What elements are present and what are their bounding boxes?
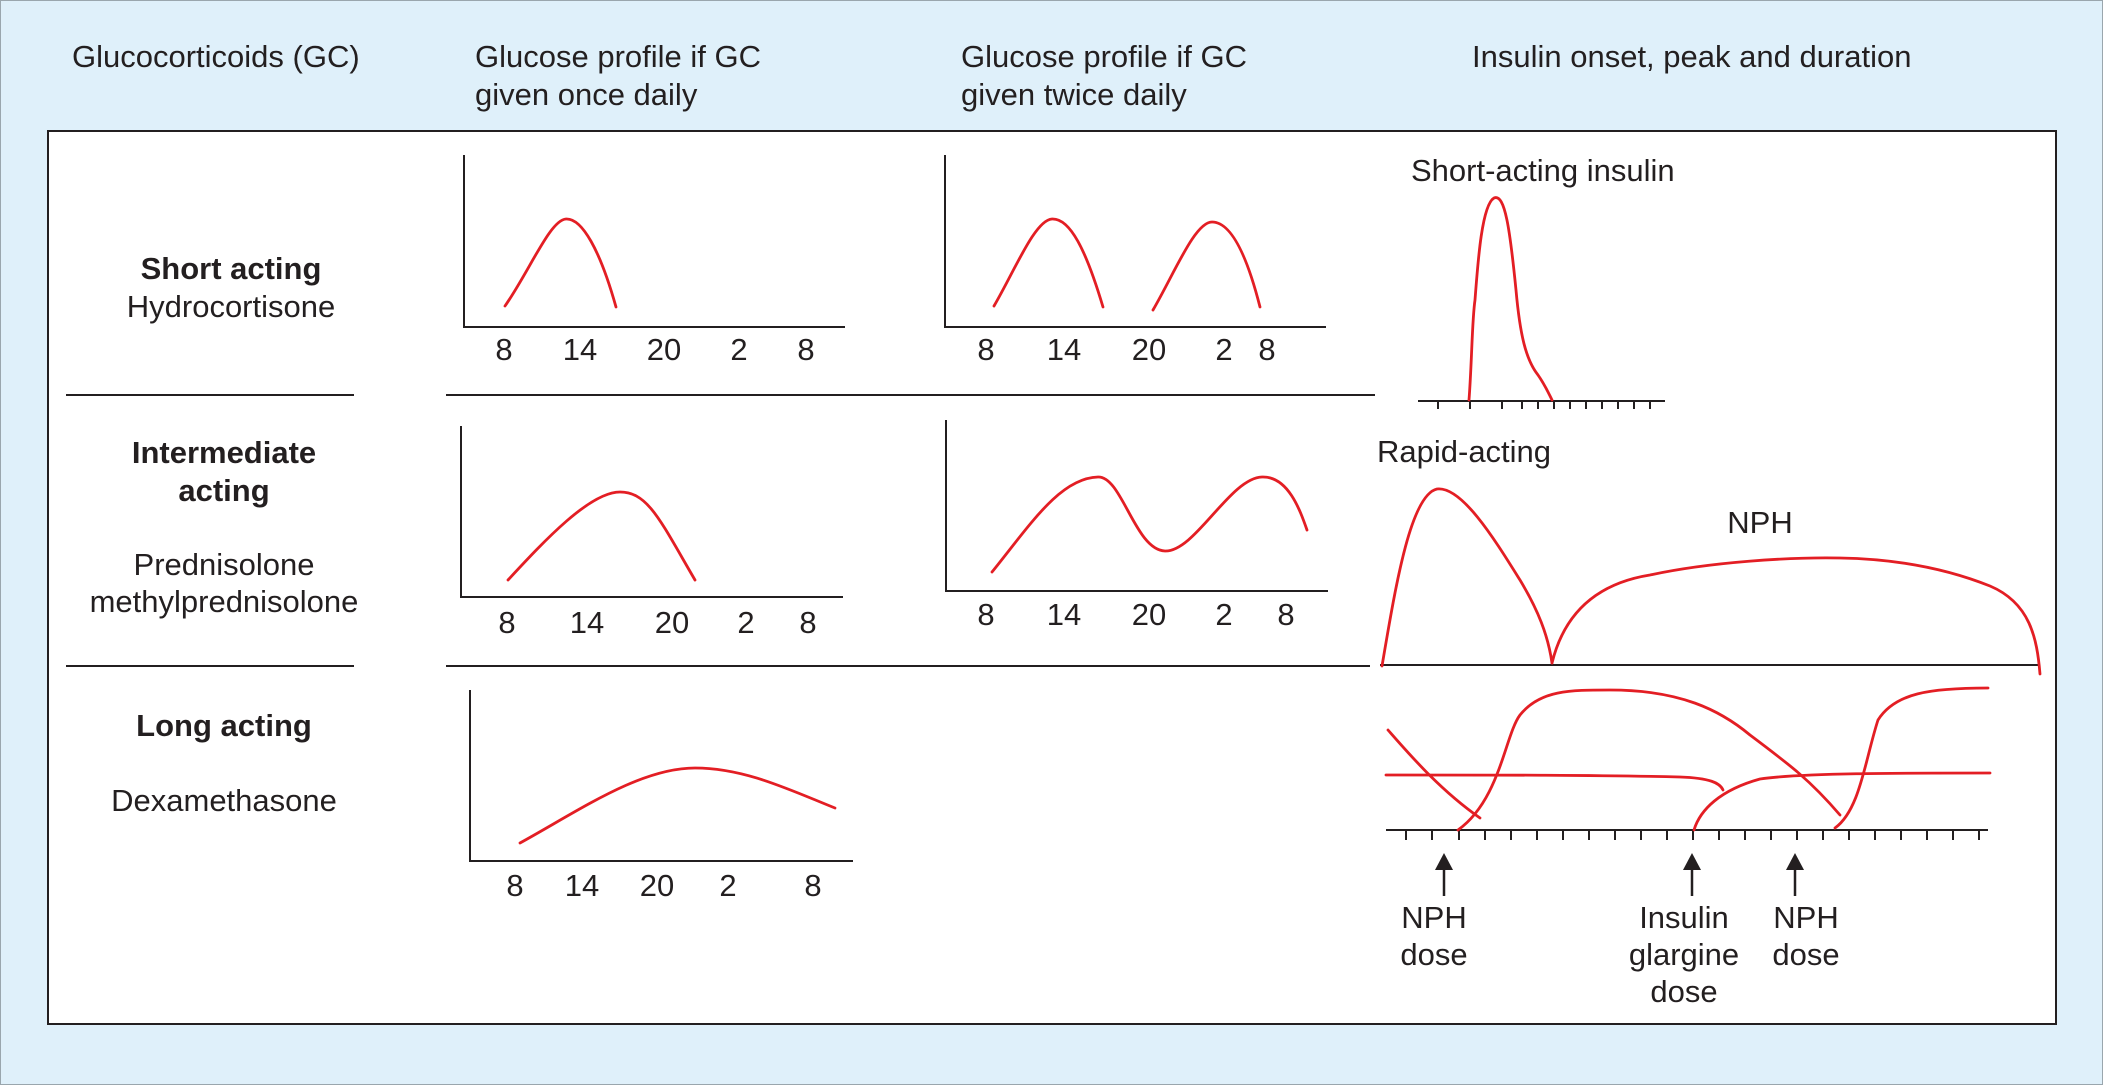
nph-dose-label-line2: dose — [1400, 937, 1467, 972]
tick-label: 20 — [640, 868, 674, 903]
row-intermediate-title-line1: Intermediate — [132, 435, 316, 470]
tick-label: 2 — [1215, 597, 1232, 632]
tick-label: 8 — [977, 332, 994, 367]
row-short-drug: Hydrocortisone — [127, 289, 335, 324]
insulin-regimen-chart — [1384, 686, 1992, 840]
nph-dose-label-line2: dose — [1772, 937, 1839, 972]
insulin-regimen-nph-prev-curve — [1386, 728, 1482, 820]
header-insulin: Insulin onset, peak and duration — [1472, 39, 1911, 74]
chart-intermediate-once-curve — [506, 490, 697, 582]
header-once-daily-line1: Glucose profile if GC — [475, 39, 761, 74]
insulin-short-acting-curve — [1467, 196, 1554, 402]
insulin-nph-curve — [1550, 556, 2042, 676]
chart-intermediate-twice-curve — [990, 475, 1309, 574]
tick-label: 20 — [647, 332, 681, 367]
row-short-title: Short acting — [141, 251, 322, 286]
nph-dose-arrow-1: NPH dose — [1400, 853, 1468, 972]
tick-label: 14 — [570, 605, 604, 640]
tick-label: 20 — [655, 605, 689, 640]
insulin-regimen-glargine-old-curve — [1384, 773, 1725, 792]
content-panel — [47, 130, 2057, 1025]
tick-label: 14 — [1047, 332, 1081, 367]
tick-label: 2 — [719, 868, 736, 903]
insulin-nph-label: NPH — [1727, 505, 1792, 540]
chart-short-once-axes — [463, 155, 845, 328]
tick-label: 8 — [799, 605, 816, 640]
header-twice-daily-line2: given twice daily — [961, 77, 1187, 112]
chart-short-once: 8 14 20 2 8 — [463, 155, 845, 367]
tick-label: 14 — [563, 332, 597, 367]
insulin-short-acting-ticks — [1437, 401, 1651, 409]
insulin-regimen-nph-evening-curve — [1833, 686, 1990, 830]
tick-label: 14 — [1047, 597, 1081, 632]
arrow-up-icon — [1683, 853, 1701, 870]
insulin-rapid-acting-curve — [1380, 487, 1554, 668]
chart-intermediate-twice-axes — [945, 420, 1328, 592]
insulin-rapid-acting-label: Rapid-acting — [1377, 434, 1551, 469]
chart-intermediate-once-axes — [460, 426, 843, 598]
tick-label: 8 — [1258, 332, 1275, 367]
nph-dose-label-line1: NPH — [1773, 900, 1838, 935]
chart-intermediate-once: 8 14 20 2 8 — [460, 426, 843, 640]
chart-short-twice: 8 14 20 2 8 — [944, 155, 1326, 367]
chart-short-twice-axes — [944, 155, 1326, 328]
glargine-dose-arrow: Insulin glargine dose — [1629, 853, 1739, 1009]
insulin-short-acting: Short-acting insulin — [1411, 153, 1675, 409]
chart-short-twice-curve-2 — [1151, 220, 1262, 312]
tick-label: 8 — [506, 868, 523, 903]
row-intermediate-title-line2: acting — [178, 473, 269, 508]
row-intermediate-drug-line2: methylprednisolone — [90, 584, 359, 619]
tick-label: 2 — [730, 332, 747, 367]
tick-label: 8 — [977, 597, 994, 632]
arrow-up-icon — [1786, 853, 1804, 870]
row-intermediate-drug-line1: Prednisolone — [134, 547, 315, 582]
tick-label: 20 — [1132, 597, 1166, 632]
insulin-regimen-glargine-new-curve — [1692, 771, 1992, 832]
tick-label: 8 — [495, 332, 512, 367]
insulin-short-acting-label: Short-acting insulin — [1411, 153, 1675, 188]
row-long-drug: Dexamethasone — [111, 783, 337, 818]
tick-label: 20 — [1132, 332, 1166, 367]
chart-intermediate-twice: 8 14 20 2 8 — [945, 420, 1328, 632]
tick-label: 14 — [565, 868, 599, 903]
nph-dose-label-line1: NPH — [1401, 900, 1466, 935]
insulin-regimen-nph-morning-curve — [1456, 688, 1842, 832]
header-twice-daily-line1: Glucose profile if GC — [961, 39, 1247, 74]
tick-label: 8 — [804, 868, 821, 903]
header-glucocorticoids: Glucocorticoids (GC) — [72, 39, 360, 74]
row-long-title: Long acting — [136, 708, 312, 743]
chart-long-once-curve — [518, 766, 837, 845]
glargine-dose-label-line1: Insulin — [1639, 900, 1729, 935]
chart-long-once: 8 14 20 2 8 — [469, 690, 853, 903]
nph-dose-arrow-2: NPH dose — [1772, 853, 1840, 972]
tick-label: 8 — [797, 332, 814, 367]
header-once-daily-line2: given once daily — [475, 77, 698, 112]
tick-label: 8 — [1277, 597, 1294, 632]
tick-label: 8 — [498, 605, 515, 640]
tick-label: 2 — [737, 605, 754, 640]
chart-short-once-curve — [503, 217, 618, 309]
tick-label: 2 — [1215, 332, 1232, 367]
insulin-regimen-ticks — [1405, 830, 1980, 840]
insulin-rapid-nph: Rapid-acting NPH — [1377, 434, 2042, 676]
chart-short-twice-curve-1 — [992, 217, 1105, 309]
chart-long-once-axes — [469, 690, 853, 862]
glargine-dose-label-line3: dose — [1650, 974, 1717, 1009]
glargine-dose-label-line2: glargine — [1629, 937, 1739, 972]
arrow-up-icon — [1435, 853, 1453, 870]
